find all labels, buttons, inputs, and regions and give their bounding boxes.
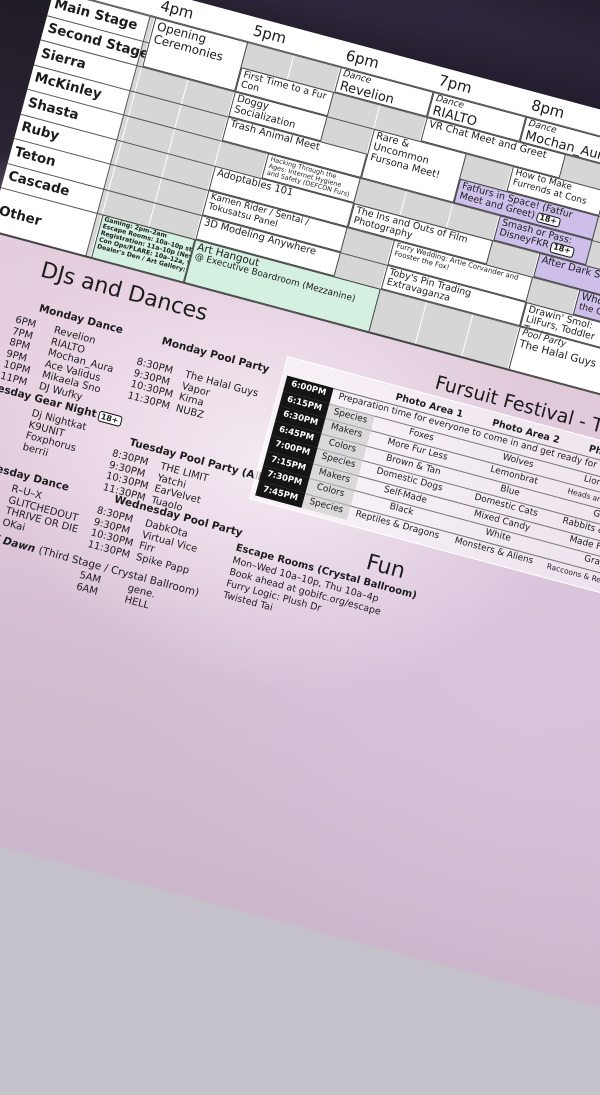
sheet: 4pm 5pm 6pm 7pm 8pm Main Stage Second Stage Sie…	[0, 0, 600, 1095]
page: 4pm 5pm 6pm 7pm 8pm Main Stage Second Stage Sie…	[0, 0, 600, 1095]
